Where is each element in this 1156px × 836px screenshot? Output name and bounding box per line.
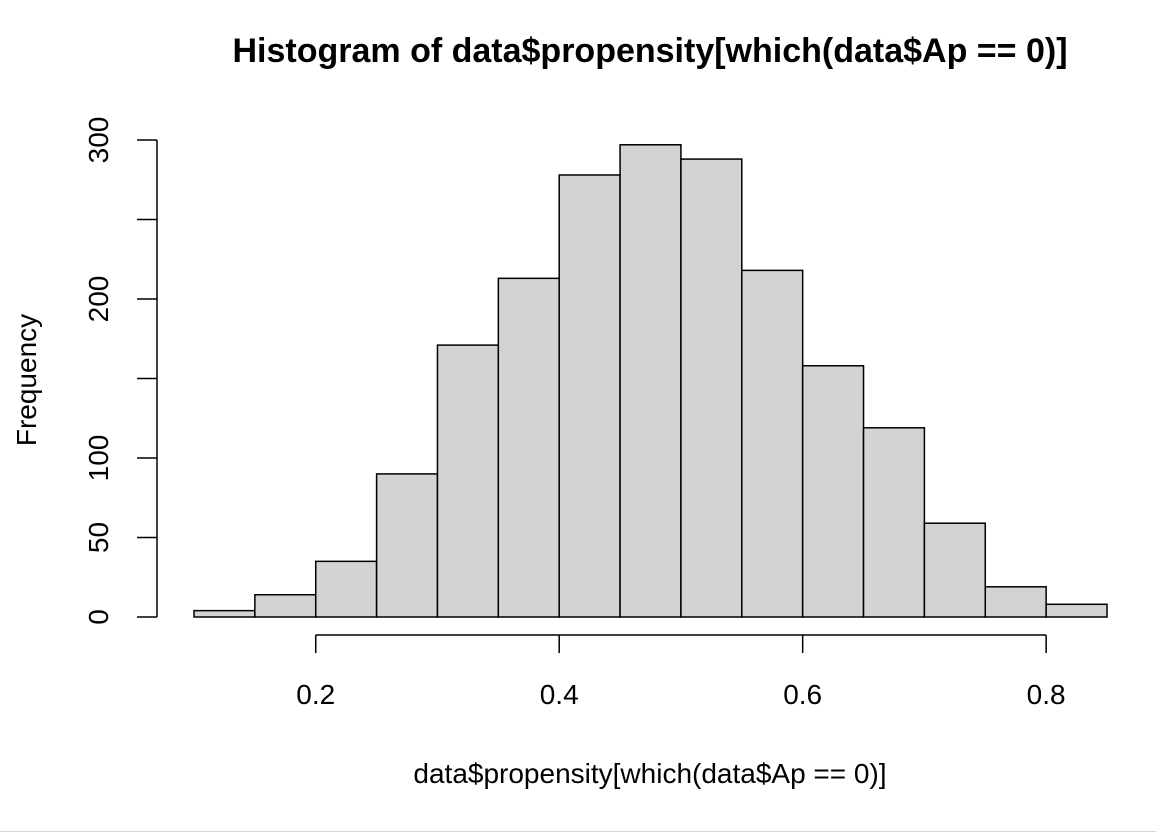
x-tick-label: 0.4	[540, 679, 579, 710]
histogram-bar	[497, 277, 560, 618]
histogram-bar	[862, 427, 926, 618]
histogram-bar	[193, 609, 256, 618]
bottom-divider	[0, 831, 1156, 832]
histogram-bar	[558, 174, 621, 618]
histogram-bars	[193, 144, 1108, 618]
histogram-bar	[741, 269, 804, 618]
y-tick-label: 0	[83, 609, 114, 625]
chart-title: Histogram of data$propensity[which(data$…	[232, 32, 1067, 70]
histogram-bar	[254, 593, 317, 618]
histogram-bar	[680, 158, 743, 618]
histogram-bar	[984, 586, 1047, 618]
y-tick-label: 100	[83, 435, 114, 482]
y-tick-label: 300	[83, 117, 114, 164]
y-axis-ticks: 0 50 100 200 300	[83, 117, 157, 625]
x-tick-label: 0.6	[783, 679, 822, 710]
y-axis-label: Frequency	[11, 314, 42, 446]
histogram-bar	[619, 144, 682, 618]
x-axis: 0.2 0.4 0.6 0.8	[296, 634, 1066, 710]
x-tick-label: 0.8	[1027, 679, 1066, 710]
x-axis-ticks: 0.2 0.4 0.6 0.8	[296, 635, 1066, 710]
y-axis: 0 50 100 200 300	[83, 117, 158, 625]
x-axis-label: data$propensity[which(data$Ap == 0)]	[413, 758, 886, 789]
histogram-bar	[923, 522, 987, 618]
y-tick-label: 50	[83, 522, 114, 553]
x-tick-label: 0.2	[296, 679, 335, 710]
histogram-bar	[375, 473, 439, 618]
y-tick-label: 200	[83, 276, 114, 323]
histogram-bar	[314, 560, 378, 618]
histogram-bar	[436, 344, 500, 618]
histogram-bar	[1045, 603, 1108, 618]
histogram-bar	[801, 365, 865, 618]
